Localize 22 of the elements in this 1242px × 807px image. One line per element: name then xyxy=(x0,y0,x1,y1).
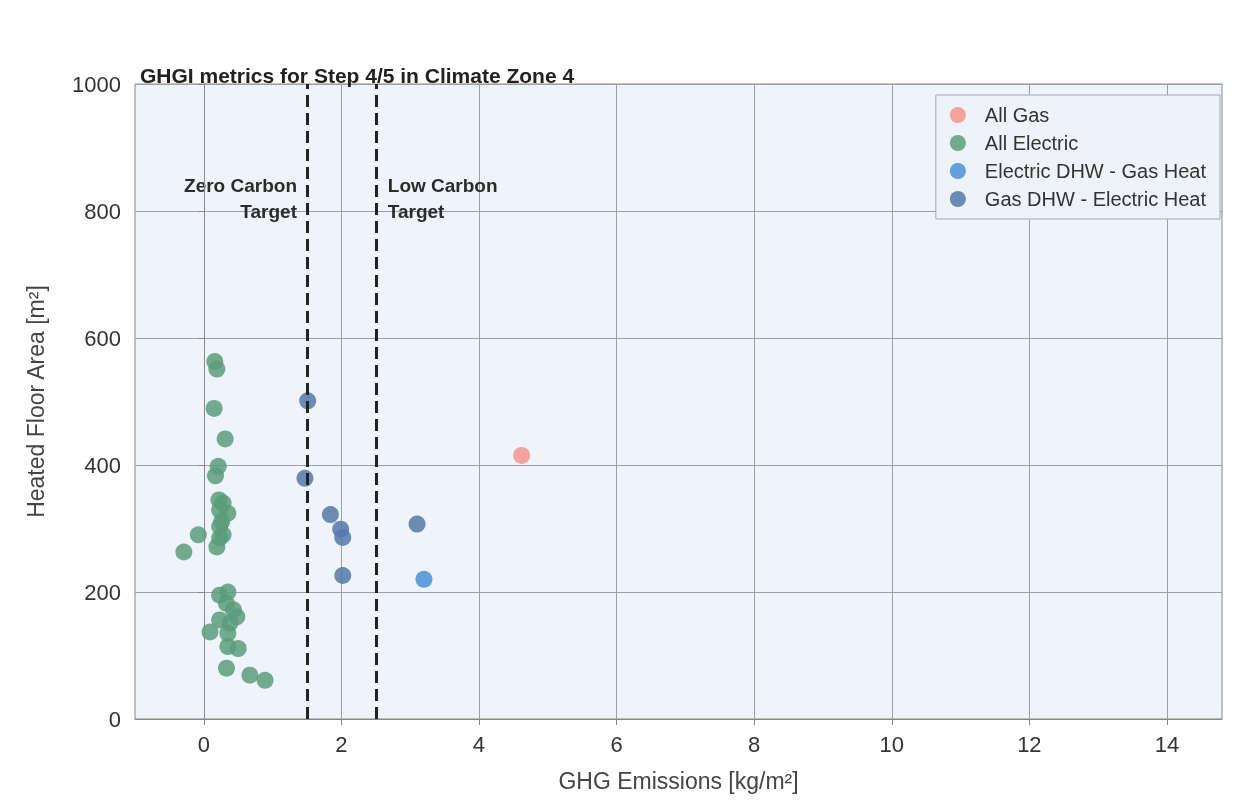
x-tick-label: 2 xyxy=(335,731,348,757)
x-tick-label: 8 xyxy=(748,731,761,757)
y-tick-label: 600 xyxy=(84,325,121,351)
legend-label: Electric DHW - Gas Heat xyxy=(984,160,1207,182)
x-tick-label: 14 xyxy=(1154,731,1180,757)
y-axis-title: Heated Floor Area [m²] xyxy=(22,285,49,518)
y-tick-label: 400 xyxy=(84,452,121,478)
y-tick-label: 1000 xyxy=(72,71,121,97)
legend-label: All Gas xyxy=(984,104,1050,126)
y-tick-label: 800 xyxy=(84,198,121,224)
x-tick-label: 10 xyxy=(879,731,905,757)
y-tick-label: 200 xyxy=(84,579,121,605)
y-tick-label: 0 xyxy=(108,706,121,732)
x-tick-label: 12 xyxy=(1017,731,1042,757)
x-tick-label: 4 xyxy=(472,731,486,757)
legend-label: All Electric xyxy=(984,132,1079,154)
x-tick-label: 0 xyxy=(197,731,210,757)
ref-line-label: Low Carbon Target xyxy=(387,175,498,223)
x-axis-title: GHG Emissions [kg/m²] xyxy=(558,767,799,794)
legend-label: Gas DHW - Electric Heat xyxy=(984,188,1207,210)
x-tick-label: 6 xyxy=(610,731,623,757)
chart-title: GHGI metrics for Step 4/5 in Climate Zone 4 xyxy=(140,64,575,87)
